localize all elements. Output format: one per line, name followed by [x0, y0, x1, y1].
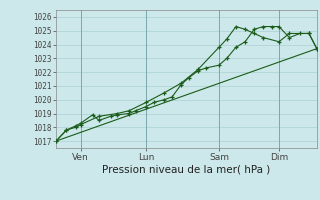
- X-axis label: Pression niveau de la mer( hPa ): Pression niveau de la mer( hPa ): [102, 165, 270, 175]
